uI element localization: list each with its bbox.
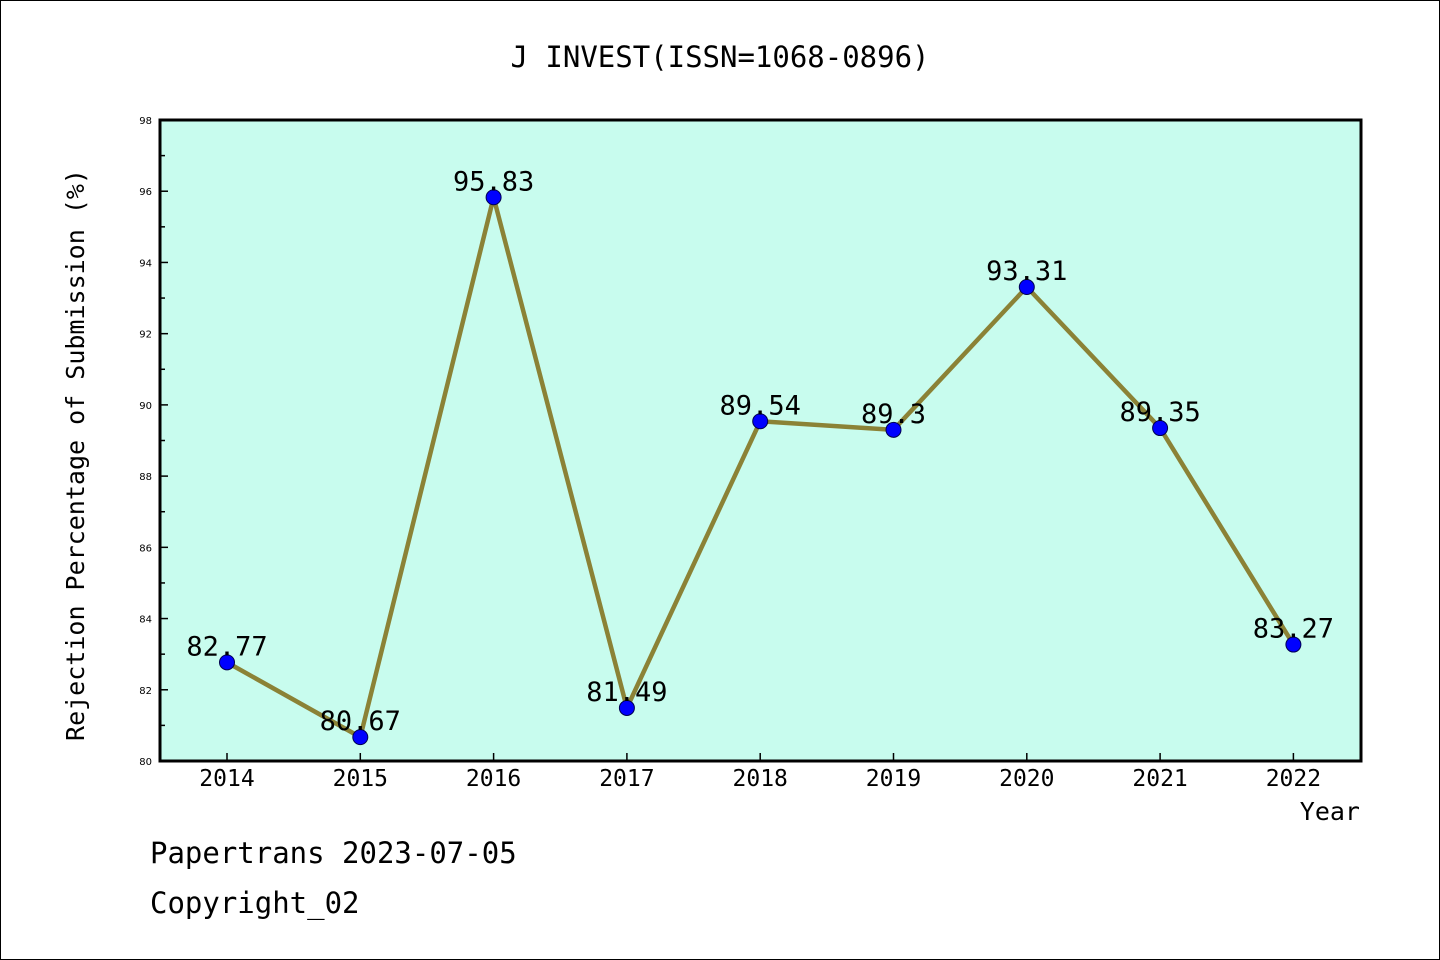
data-label: 83.27 (1253, 614, 1334, 645)
data-label: 93.31 (986, 256, 1067, 287)
x-axis-label: Year (1300, 797, 1360, 826)
y-tick-label: 88 (139, 472, 152, 483)
y-tick-label: 92 (139, 330, 152, 341)
data-label: 89.35 (1119, 397, 1200, 428)
data-label: 80.67 (320, 706, 401, 737)
footer-date: Papertrans 2023-07-05 (150, 836, 517, 870)
x-tick-label: 2022 (1266, 766, 1321, 792)
data-point (752, 413, 769, 430)
y-tick-label: 98 (139, 116, 152, 127)
data-point (885, 421, 902, 438)
data-point (352, 729, 369, 746)
data-point (219, 654, 235, 671)
data-label: 82.77 (186, 631, 267, 662)
data-point (1152, 420, 1169, 437)
data-point (618, 699, 635, 716)
plot-border (158, 118, 1363, 763)
x-tick-label: 2016 (466, 766, 521, 792)
y-tick-label: 90 (139, 401, 152, 412)
data-label: 89.3 (861, 399, 926, 430)
x-tick-label: 2017 (599, 766, 654, 792)
y-tick-label: 96 (139, 187, 152, 198)
x-tick-label: 2014 (199, 766, 254, 792)
data-labels: 82.77 80.67 95.83 81.49 89.54 89.3 93.31 89.35 8… (186, 166, 1334, 737)
y-axis-label: Rejection Percentage of Submission (%) (61, 169, 90, 741)
y-tick-label: 86 (139, 543, 152, 554)
data-point (485, 189, 502, 206)
x-tick-label: 2018 (733, 766, 788, 792)
data-points (219, 189, 1302, 746)
data-point (1285, 636, 1302, 653)
data-label: 95.83 (453, 166, 534, 197)
x-tick-label: 2019 (866, 766, 921, 792)
y-tick-label: 80 (139, 757, 152, 768)
y-tick-label: 84 (139, 615, 152, 626)
y-tick-label: 94 (139, 258, 152, 269)
chart-title: J INVEST(ISSN=1068-0896) (510, 40, 929, 74)
plot-area (160, 120, 1361, 761)
x-tick-label: 2020 (999, 766, 1054, 792)
x-tick-label: 2021 (1132, 766, 1187, 792)
data-label: 89.54 (720, 390, 801, 421)
data-point (1018, 279, 1035, 296)
x-axis-ticks: 2014 2015 2016 2017 2018 2019 2020 2021 2022 (199, 753, 1321, 792)
y-tick-label: 82 (139, 686, 152, 697)
x-tick-label: 2015 (333, 766, 388, 792)
footer-copyright: Copyright_02 (150, 886, 360, 920)
data-label: 81.49 (586, 677, 667, 708)
